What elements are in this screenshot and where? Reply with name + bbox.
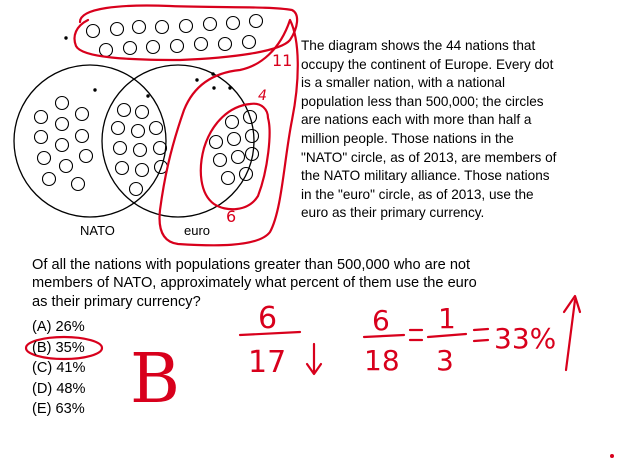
frac3-num: 1 [438,302,456,335]
fraction-bar-1 [238,330,302,337]
frac1-den: 17 [248,345,286,380]
annotation-ink [24,4,582,376]
passage-line: euro as their primary currency. [301,205,485,221]
nato-only-nations [33,95,94,192]
euro-only-loop [199,102,271,211]
equals-sign-2 [472,327,490,343]
count-low: 6 [226,207,236,226]
small-nation-dots [64,36,232,98]
question-line: Of all the nations with populations grea… [32,257,471,273]
frac3-den: 3 [436,344,454,377]
passage-line: is a smaller nation, with a national [301,75,506,91]
outside-region-loop [158,18,299,247]
overlap-nations [110,102,169,197]
passage-line: in the "euro" circle, as of 2013, use th… [301,186,534,202]
fraction-bar-2 [362,333,406,339]
passage-line: million people. Those nations in the [301,130,514,146]
count-mid: 4 [258,88,267,104]
frac1-num: 6 [258,301,277,336]
top-row-loop [73,4,299,62]
choice-d[interactable]: (D) 48% [32,380,86,397]
count-top: 11 [272,51,292,70]
up-arrow [562,294,582,372]
answer-choices: (A) 26% (B) 35% (C) 41% (D) 48% (E) 63% [32,317,86,420]
euro-label: euro [184,223,210,238]
corner-mark [610,454,614,458]
passage-line: the NATO military alliance. Those nation… [301,168,550,184]
nato-label: NATO [80,223,115,238]
answer-letter: B [130,340,180,419]
passage-line: The diagram shows the 44 nations that [301,38,536,53]
question-line: members of NATO, approximately what perc… [32,275,477,292]
percent-result: 33% [494,322,556,355]
fraction-bar-3 [426,332,468,339]
passage-line: "NATO" circle, as of 2013, are members o… [301,149,557,165]
euro-only-nations [208,109,260,186]
nato-circle [13,64,167,218]
top-nation-row [85,13,264,58]
choice-b-circle [24,335,104,361]
frac2-num: 6 [372,304,390,337]
choice-c[interactable]: (C) 41% [32,360,86,377]
down-arrow [305,342,323,376]
passage-text: The diagram shows the 44 nations that oc… [301,37,601,223]
question-text: Of all the nations with populations grea… [32,256,602,311]
passage-line: population less than 500,000; the circle… [301,93,544,109]
handwritten-text: 11 4 6 B 6 17 6 18 1 3 33% [130,51,556,419]
question-line: as their primary currency? [32,293,201,310]
passage-line: occupy the continent of Europe. Every do… [301,56,554,72]
euro-circle [101,64,255,218]
passage-line: are nations each with more than half a [301,112,532,128]
choice-b[interactable]: (B) 35% [32,339,85,356]
choice-a[interactable]: (A) 26% [32,319,85,335]
choice-e[interactable]: (E) 63% [32,401,85,418]
equals-sign-1 [408,328,424,342]
frac2-den: 18 [364,344,400,377]
